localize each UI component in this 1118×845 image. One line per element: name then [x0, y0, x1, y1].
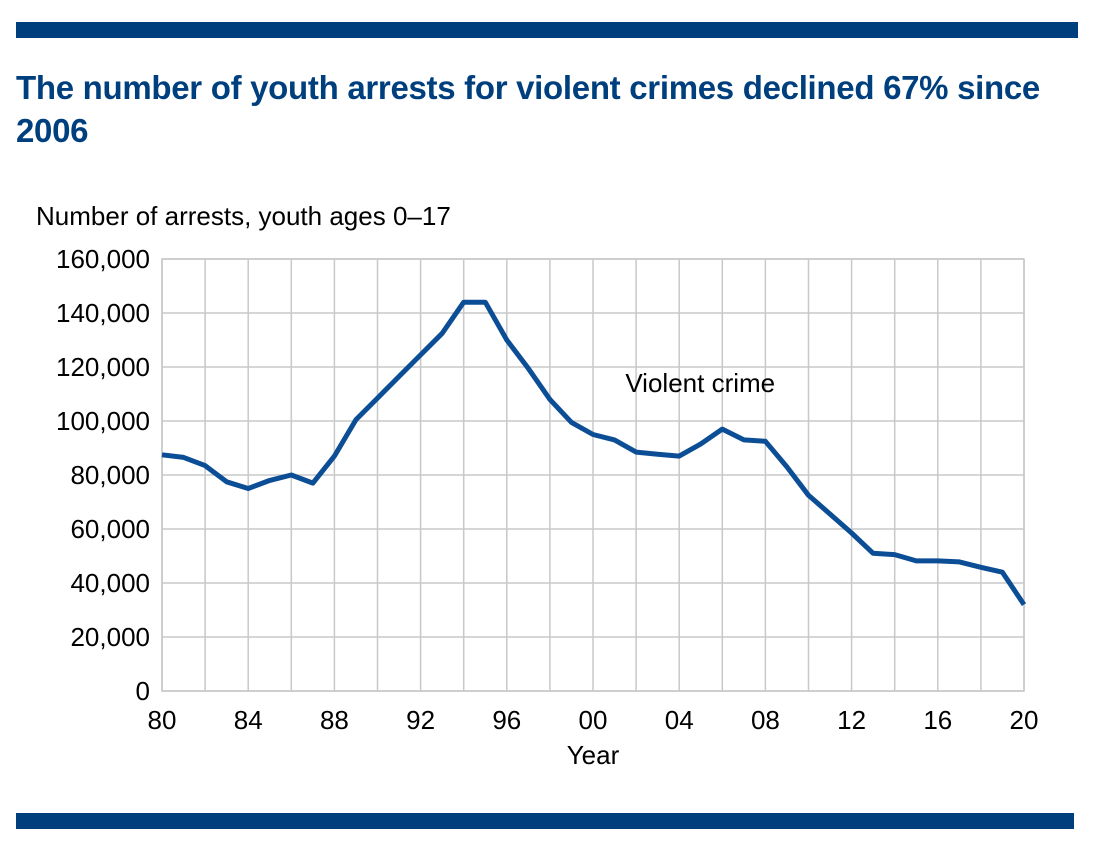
x-tick-label: 80 [148, 705, 177, 735]
x-tick-label: 84 [234, 705, 263, 735]
series-line-violent-crime [161, 299, 1027, 606]
annotations: Violent crime [625, 368, 775, 398]
x-axis-ticks: 80 84 88 92 96 00 04 08 12 16 20 [148, 705, 1039, 735]
x-axis-label: Year [567, 740, 620, 770]
x-tick-label: 08 [751, 705, 780, 735]
x-tick-label: 04 [665, 705, 694, 735]
y-tick-label: 100,000 [56, 406, 150, 436]
x-tick-label: 96 [492, 705, 521, 735]
series-group [161, 299, 1027, 606]
chart-title: The number of youth arrests for violent … [16, 69, 1040, 149]
x-tick-label: 20 [1010, 705, 1039, 735]
series-annotation-violent-crime: Violent crime [625, 368, 775, 398]
y-tick-label: 40,000 [70, 568, 150, 598]
bottom-rule [16, 813, 1074, 829]
y-tick-label: 20,000 [70, 622, 150, 652]
y-tick-label: 0 [136, 676, 150, 706]
y-tick-label: 60,000 [70, 514, 150, 544]
x-tick-label: 12 [837, 705, 866, 735]
x-tick-label: 88 [320, 705, 349, 735]
y-axis-ticks: 0 20,000 40,000 60,000 80,000 100,000 120,000 1… [56, 244, 150, 706]
x-tick-label: 92 [406, 705, 435, 735]
top-rule [16, 22, 1078, 38]
plot-frame [161, 258, 1025, 692]
x-tick-label: 00 [579, 705, 608, 735]
y-axis-label: Number of arrests, youth ages 0–17 [36, 201, 451, 231]
y-tick-label: 160,000 [56, 244, 150, 274]
x-tick-label: 16 [923, 705, 952, 735]
y-tick-label: 120,000 [56, 352, 150, 382]
y-tick-label: 80,000 [70, 460, 150, 490]
y-tick-label: 140,000 [56, 298, 150, 328]
